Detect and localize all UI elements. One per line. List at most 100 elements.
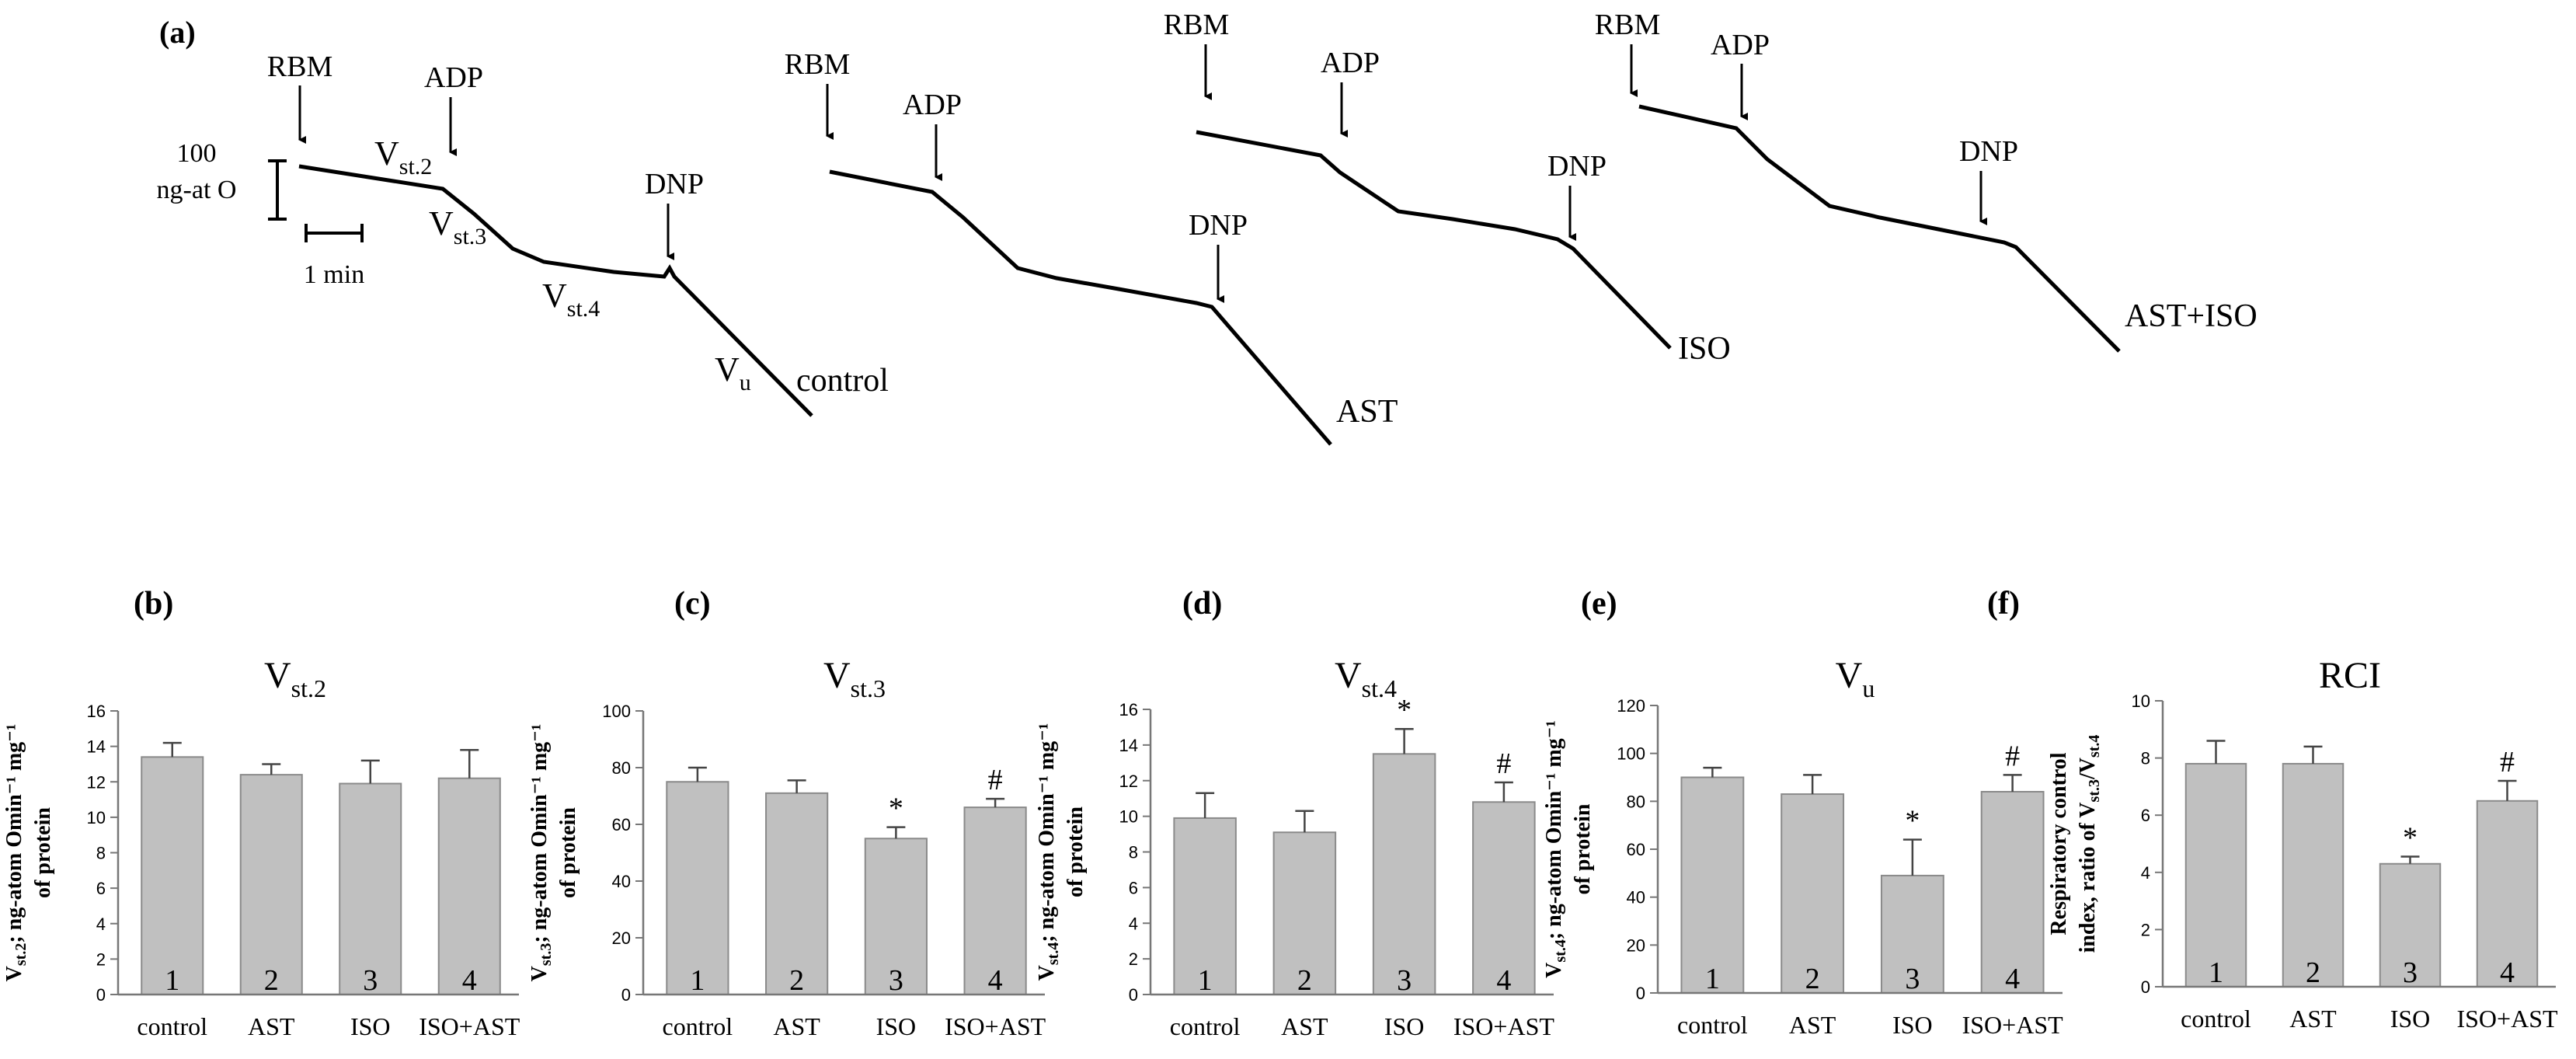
x-tick-label: AST [773,1012,820,1040]
bar [141,756,204,995]
y-tick-label: 4 [2141,863,2150,883]
panel-label: (d) [1182,586,1222,622]
trace-control: RBM ADP DNP Vst.2 Vst.3 Vst.4 Vu control [267,51,889,417]
bar-number: 2 [1805,963,1820,995]
bar-number: 1 [690,964,705,997]
chart-title: Vst.3 [823,655,886,702]
trace-line-iso [1196,130,1672,350]
x-tick-label: control [137,1012,207,1040]
marker-label-rbm: RBM [1595,9,1660,41]
chart-d: (d) Vst.4 1 control 2 AST * 3 ISO #4 ISO+AST 0 2 4 6 8 1… [1035,586,1554,1040]
y-axis-label-line1: Vst.4; ng-atom Omin⁻¹ mg⁻¹ [1035,723,1062,981]
bar-number: 3 [1905,963,1920,995]
y-tick-label: 16 [1119,700,1138,719]
x-tick-label: ISO [350,1012,391,1040]
y-tick-label: 0 [621,985,631,1005]
scale-bar-time: 1 min [304,260,364,289]
bar-number: 2 [1297,964,1312,997]
y-tick-label: 8 [2141,749,2150,768]
y-tick-label: 60 [1627,840,1645,859]
x-tick-label: ISO [1384,1012,1425,1040]
y-tick-label: 16 [87,702,106,721]
significance-marker: # [2005,740,2020,772]
y-axis-label-line2: of protein [556,807,580,898]
y-tick-label: 20 [1627,935,1645,955]
trace-line-ast [829,169,1332,446]
bar-number: 1 [165,964,179,997]
significance-marker: * [1905,805,1920,838]
y-tick-label: 2 [96,949,106,969]
condition-label-iso: ISO [1678,331,1731,367]
bar-number: 2 [2306,956,2320,989]
y-tick-label: 100 [1617,744,1645,764]
x-tick-label: ISO+AST [2456,1005,2558,1033]
bar [1472,801,1536,996]
marker-label-dnp: DNP [1959,135,2018,168]
bar-number: 3 [2403,956,2418,989]
y-tick-label: 10 [2132,691,2150,711]
x-tick-label: ISO+AST [1962,1011,2064,1039]
y-tick-label: 40 [1627,888,1645,907]
y-tick-label: 2 [1129,949,1138,969]
bar-number: 2 [264,964,279,997]
bar-number: 4 [2500,956,2515,989]
y-tick-label: 14 [87,737,106,757]
chart-title: Vst.2 [264,655,326,702]
condition-label-control: control [796,363,889,399]
panel-label: (e) [1581,586,1617,622]
y-tick-label: 10 [87,808,106,827]
y-axis-label-line1: Vst.4; ng-atom Omin⁻¹ mg⁻¹ [1542,720,1569,978]
x-tick-label: control [2181,1005,2251,1033]
marker-label-rbm: RBM [267,51,332,83]
scale-bar: 100 ng-at O 1 min [157,139,365,289]
y-tick-label: 120 [1617,696,1645,716]
x-tick-label: AST [248,1012,295,1040]
x-tick-label: ISO+AST [1453,1012,1555,1040]
phase-label-vst4: Vst.4 [542,277,600,322]
marker-label-rbm: RBM [1164,9,1229,41]
y-axis-label-line1: Vst.2; ng-atom Omin⁻¹ mg⁻¹ [2,724,30,982]
phase-label-vst3: Vst.3 [429,204,486,249]
x-tick-label: AST [2289,1005,2337,1033]
bar-number: 1 [2209,956,2223,989]
chart-f: (f) RCI 1 control 2 AST * 3 ISO #4 ISO+AST 0 2 4 6 8 10 R… [1987,586,2558,1033]
significance-marker: # [988,764,1003,796]
bar [2476,799,2539,988]
marker-label-dnp: DNP [1547,150,1607,183]
scale-bar-oxygen-value: 100 [177,139,217,168]
y-axis-label-line1: Respiratory control [2047,752,2071,935]
bar-chart-panels: (b)Vst.21control2AST3ISO4ISO+AST02468101… [2,586,2558,1040]
marker-label-rbm: RBM [785,48,850,81]
y-tick-label: 60 [612,815,631,834]
significance-marker: # [2500,746,2515,779]
y-tick-label: 14 [1119,736,1138,755]
bar [1980,791,2045,994]
x-tick-label: ISO [1892,1011,1933,1039]
y-tick-label: 4 [96,914,106,934]
x-tick-label: ISO+AST [419,1012,520,1040]
bar [765,792,829,995]
y-axis-label-line2: of protein [1571,803,1595,894]
y-tick-label: 0 [2141,977,2150,997]
bar [864,838,928,995]
bar [2184,762,2247,988]
bar [1680,776,1745,994]
y-tick-label: 6 [1129,878,1138,897]
y-axis-label-line2: of protein [1063,806,1088,897]
x-tick-label: ISO [876,1012,917,1040]
trace-line-control [298,164,813,417]
chart-title: Vst.4 [1335,655,1397,702]
chart-e: (e) Vu 1 control 2 AST * 3 ISO #4 ISO+AST 0 20 40 60 80… [1542,586,2063,1039]
scale-bar-oxygen-unit: ng-at O [157,176,237,204]
y-tick-label: 6 [2141,806,2150,825]
x-tick-label: control [1170,1012,1241,1040]
trace-ast-iso: RBM ADP DNP AST+ISO [1595,9,2257,353]
y-tick-label: 80 [612,758,631,778]
panel-label: (b) [134,586,173,622]
bar-number: 3 [1397,964,1412,997]
y-tick-label: 0 [1129,985,1138,1005]
y-tick-label: 20 [612,928,631,948]
bar-number: 4 [988,964,1003,997]
x-tick-label: control [663,1012,733,1040]
